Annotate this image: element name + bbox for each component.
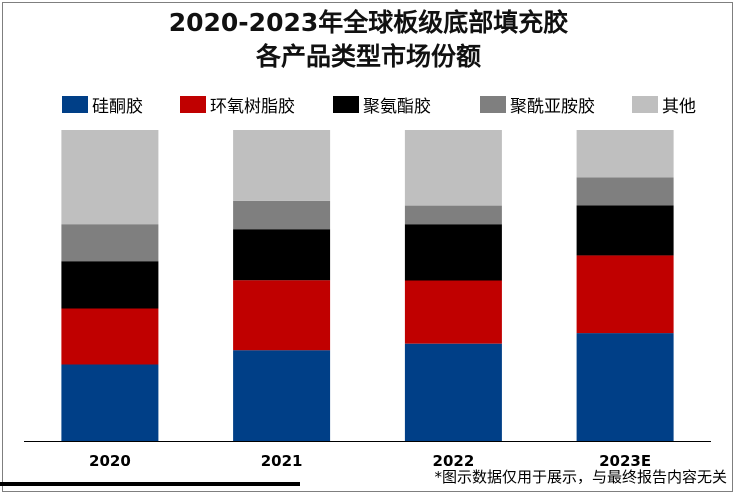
bar-segment-2021-1: [233, 280, 331, 351]
legend-item-epoxy: 环氧树脂胶: [180, 92, 295, 117]
legend: 硅酮胶 环氧树脂胶 聚氨酯胶 聚酰亚胺胶 其他: [0, 92, 737, 117]
legend-item-silicone: 硅酮胶: [62, 92, 143, 117]
legend-label: 聚氨酯胶: [363, 96, 431, 117]
x-tick-label: 2023E: [599, 452, 651, 470]
bar-segment-2020-2: [61, 261, 159, 309]
chart-title-line-2: 各产品类型市场份额: [255, 42, 481, 71]
bar-segment-2020-0: [61, 364, 159, 441]
footnote: *图示数据仅用于展示，与最终报告内容无关: [434, 468, 727, 486]
x-tick-label: 2021: [261, 452, 303, 470]
bar-segment-2020-1: [61, 308, 159, 365]
bar-segment-2023E-2: [576, 205, 674, 256]
chart-title-line-1: 2020-2023年全球板级底部填充胶: [168, 8, 569, 37]
legend-swatch: [62, 95, 88, 113]
bar-segment-2021-4: [233, 130, 331, 201]
bar-segment-2020-3: [61, 224, 159, 262]
bar-segment-2022-0: [404, 343, 502, 441]
bar-segment-2023E-4: [576, 130, 674, 178]
legend-swatch: [333, 95, 359, 113]
bar-segment-2021-3: [233, 200, 331, 230]
bar-segment-2023E-0: [576, 333, 674, 441]
bar-segment-2023E-1: [576, 255, 674, 334]
legend-item-polyimide: 聚酰亚胺胶: [480, 92, 595, 117]
bar-segment-2020-4: [61, 130, 159, 225]
legend-swatch: [632, 95, 658, 113]
legend-swatch: [180, 95, 206, 113]
legend-label: 其他: [662, 96, 696, 117]
legend-label: 硅酮胶: [92, 96, 143, 117]
legend-item-other: 其他: [632, 92, 696, 117]
bar-segment-2022-1: [404, 280, 502, 344]
chart-title: 2020-2023年全球板级底部填充胶 各产品类型市场份额: [0, 6, 737, 74]
bar-segment-2022-2: [404, 224, 502, 281]
legend-label: 环氧树脂胶: [210, 96, 295, 117]
legend-swatch: [480, 95, 506, 113]
bar-segment-2023E-3: [576, 177, 674, 206]
x-tick-label: 2020: [89, 452, 131, 470]
bottom-bar: [0, 482, 300, 486]
bar-segment-2022-3: [404, 205, 502, 225]
legend-label: 聚酰亚胺胶: [510, 96, 595, 117]
legend-item-polyurethane: 聚氨酯胶: [333, 92, 431, 117]
bar-segment-2021-0: [233, 350, 331, 441]
x-tick-label: 2022: [433, 452, 475, 470]
bar-segment-2022-4: [404, 130, 502, 206]
chart-frame: [2, 2, 733, 492]
bar-segment-2021-2: [233, 229, 331, 281]
